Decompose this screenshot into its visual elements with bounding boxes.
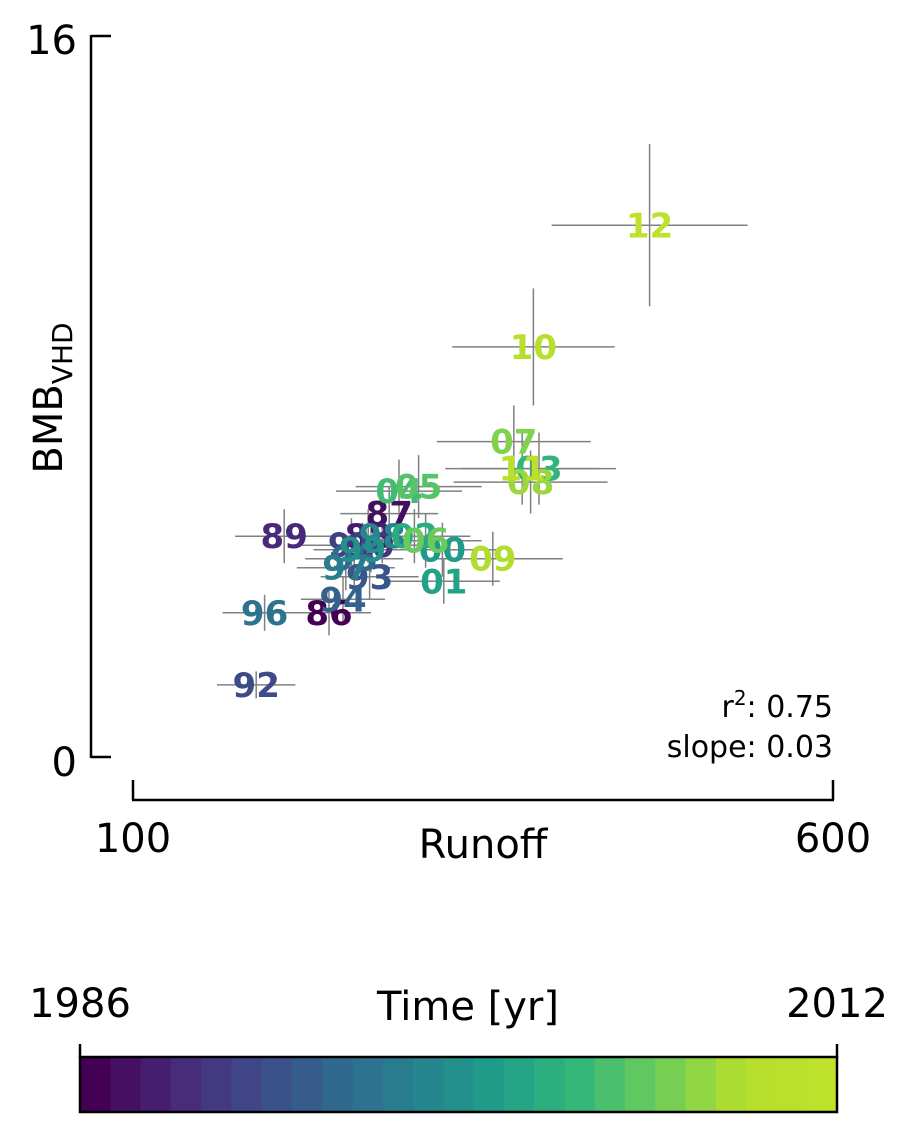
point-label-91: 91 bbox=[328, 526, 375, 566]
colorbar-segment bbox=[625, 1057, 656, 1112]
point-label-88: 88 bbox=[345, 517, 392, 557]
colorbar-title: Time [yr] bbox=[376, 984, 559, 1030]
colorbar-segment bbox=[80, 1057, 111, 1112]
point-label-10: 10 bbox=[510, 328, 557, 368]
colorbar-min-label: 1986 bbox=[29, 981, 131, 1027]
x-axis-label: Runoff bbox=[419, 822, 549, 868]
colorbar-max-label: 2012 bbox=[786, 981, 888, 1027]
point-label-86: 86 bbox=[305, 594, 352, 634]
slope-annotation: slope: 0.03 bbox=[667, 730, 833, 765]
colorbar-segment bbox=[413, 1057, 444, 1112]
y-axis-label-subscript: VHD bbox=[46, 322, 79, 384]
point-label-97: 97 bbox=[322, 549, 369, 589]
colorbar-segment bbox=[322, 1057, 354, 1112]
point-label-99: 99 bbox=[339, 531, 386, 571]
colorbar-segment bbox=[382, 1057, 414, 1112]
point-label-90: 90 bbox=[347, 526, 394, 566]
point-label-92: 92 bbox=[233, 666, 280, 706]
colorbar-segment bbox=[715, 1057, 747, 1112]
point-label-01: 01 bbox=[420, 562, 467, 602]
colorbar-segment bbox=[594, 1057, 626, 1112]
point-label-12: 12 bbox=[626, 206, 673, 246]
colorbar-segment bbox=[776, 1057, 808, 1112]
r2-symbol: r bbox=[721, 690, 734, 725]
colorbar-segment bbox=[170, 1057, 202, 1112]
point-label-06: 06 bbox=[402, 522, 449, 562]
colorbar-segment bbox=[231, 1057, 263, 1112]
colorbar-segment bbox=[503, 1057, 535, 1112]
colorbar-segment bbox=[352, 1057, 384, 1112]
y-axis-label: BMBVHD bbox=[26, 322, 79, 473]
y-axis-label-main: BMB bbox=[26, 384, 72, 473]
colorbar-segment bbox=[473, 1057, 505, 1112]
point-label-04: 04 bbox=[375, 472, 422, 512]
point-label-07: 07 bbox=[490, 423, 537, 463]
point-label-87: 87 bbox=[366, 495, 413, 535]
point-label-98: 98 bbox=[359, 517, 406, 557]
colorbar bbox=[80, 1057, 838, 1112]
point-label-96: 96 bbox=[241, 594, 288, 634]
point-label-89: 89 bbox=[261, 517, 308, 557]
error-bars bbox=[217, 144, 748, 699]
colorbar-segment bbox=[685, 1057, 717, 1112]
colorbar-segment bbox=[534, 1057, 566, 1112]
colorbar-segment bbox=[261, 1057, 293, 1112]
point-label-02: 02 bbox=[391, 517, 438, 557]
point-label-95: 95 bbox=[331, 540, 378, 580]
colorbar-segment bbox=[443, 1057, 475, 1112]
y-tick-label-bottom: 0 bbox=[52, 740, 77, 786]
y-tick-label-top: 16 bbox=[26, 18, 77, 64]
point-label-11: 11 bbox=[499, 450, 546, 490]
colorbar-segment bbox=[806, 1057, 838, 1112]
colorbar-segment bbox=[291, 1057, 323, 1112]
point-label-03: 03 bbox=[515, 450, 562, 490]
colorbar-frame bbox=[78, 1055, 839, 1114]
point-label-93: 93 bbox=[346, 558, 393, 598]
point-label-08: 08 bbox=[507, 463, 554, 503]
r2-value: : 0.75 bbox=[747, 690, 833, 725]
x-tick-label-left: 100 bbox=[95, 816, 171, 862]
point-label-09: 09 bbox=[469, 540, 516, 580]
r2-superscript: 2 bbox=[734, 686, 747, 710]
colorbar-segment bbox=[140, 1057, 172, 1112]
colorbar-segment bbox=[746, 1057, 778, 1112]
point-label-94: 94 bbox=[319, 580, 366, 620]
point-label-05: 05 bbox=[395, 468, 442, 508]
colorbar-segment bbox=[564, 1057, 596, 1112]
point-label-00: 00 bbox=[419, 531, 466, 571]
colorbar-segment bbox=[655, 1057, 687, 1112]
colorbar-segment bbox=[201, 1057, 232, 1112]
r2-annotation: r2: 0.75 bbox=[721, 686, 833, 725]
x-tick-label-right: 600 bbox=[795, 816, 871, 862]
colorbar-segment bbox=[110, 1057, 142, 1112]
